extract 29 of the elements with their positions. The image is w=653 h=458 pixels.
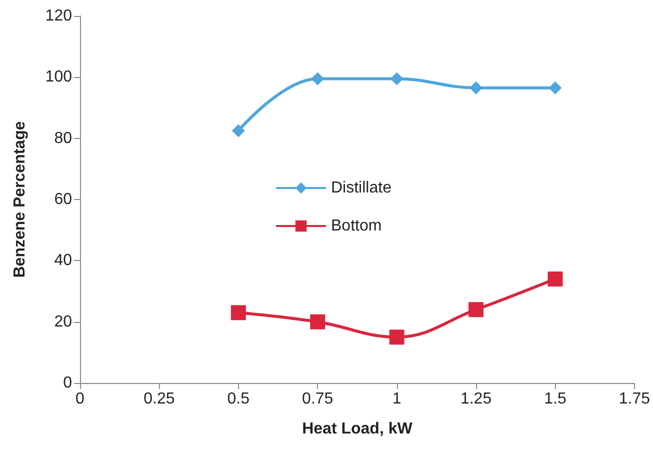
x-tick-label: 1.75 [618, 390, 650, 408]
y-tick-label: 100 [45, 68, 72, 86]
y-tick-label: 80 [54, 130, 72, 147]
point [548, 81, 562, 94]
point [470, 81, 483, 94]
y-tick-label: 20 [54, 313, 72, 330]
y-tick-label: 60 [54, 191, 72, 208]
point [311, 72, 324, 86]
point [390, 72, 404, 86]
point [548, 272, 563, 287]
x-tick-label: 1 [392, 390, 402, 408]
x-tick-label: 1.5 [544, 390, 566, 408]
x-tick-label: 0.25 [144, 390, 175, 408]
y-tick-label: 0 [63, 374, 72, 392]
x-tick-label: 0.5 [227, 390, 250, 408]
point [310, 314, 326, 330]
point [230, 305, 246, 320]
point [468, 302, 484, 318]
x-tick-label: 0 [76, 390, 85, 408]
point [232, 124, 245, 138]
x-tick-label: 0.75 [302, 390, 334, 408]
y-tick-label: 40 [54, 252, 72, 270]
x-axis-title: Heat Load, kW [302, 420, 414, 438]
legend-label: Distillate [331, 180, 392, 196]
y-axis-title: Benzene Percentage [12, 121, 28, 278]
legend-label: Bottom [331, 218, 382, 234]
y-tick-label: 120 [45, 8, 72, 24]
point [389, 330, 404, 345]
x-tick-label: 1.25 [460, 390, 492, 408]
